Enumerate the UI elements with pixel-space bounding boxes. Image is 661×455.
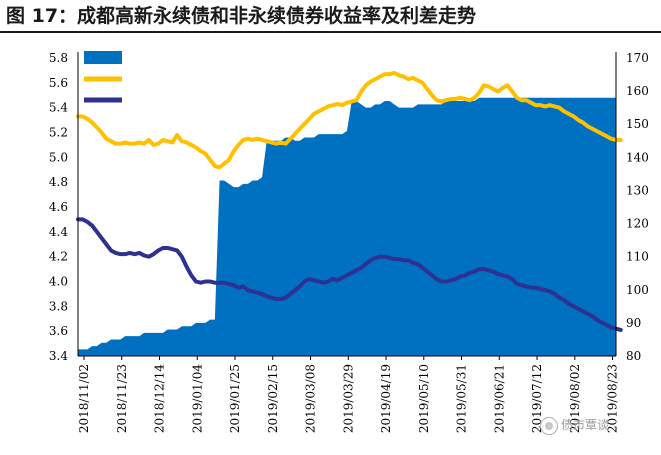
x-tick-label: 2019/05/31	[455, 364, 469, 433]
figure-title: 图 17：成都高新永续债和非永续债券收益率及利差走势	[6, 5, 477, 27]
wechat-badge-icon	[540, 416, 558, 435]
y-left-tick-label: 5.4	[49, 101, 68, 115]
title-divider	[0, 31, 661, 33]
x-tick-label: 2019/08/02	[568, 364, 582, 433]
series-spread-area	[78, 97, 616, 356]
x-tick-label: 2019/06/21	[492, 364, 506, 433]
y-left-tick-label: 5.0	[49, 150, 68, 164]
y-left-tick-label: 4.0	[49, 275, 68, 289]
y-left-tick-label: 3.6	[49, 324, 68, 338]
y-right-tick-label: 150	[626, 117, 649, 131]
series-line-2	[76, 217, 623, 332]
x-tick-label: 2019/03/29	[341, 364, 355, 433]
legend-label: 18成都高新MTN001(1.8614+3+N)	[127, 71, 334, 86]
y-right-tick-label: 170	[626, 51, 649, 65]
y-left-tick-label: 4.2	[49, 250, 68, 264]
y-left-tick-label: 3.4	[49, 349, 68, 363]
x-tick-label: 2019/03/08	[304, 364, 318, 433]
x-tick-label: 2019/01/25	[228, 364, 242, 433]
y-right-tick-label: 80	[626, 349, 641, 363]
x-tick-label: 2019/07/12	[530, 364, 544, 433]
x-tick-label: 2019/05/10	[417, 364, 431, 433]
y-right-tick-label: 120	[626, 217, 649, 231]
x-tick-label: 2018/12/14	[153, 364, 167, 434]
series-line-1	[76, 70, 623, 170]
x-tick-label: 2019/01/04	[190, 364, 204, 434]
x-tick-label: 2018/11/02	[77, 364, 91, 433]
legend-label: 18蓉高01(2.1205Y)	[127, 92, 241, 107]
legend-label: 利差(右轴,bp)	[127, 50, 204, 65]
y-left-tick-label: 3.8	[49, 299, 68, 313]
watermark-text: 债市覃谈	[561, 418, 610, 432]
y-left-tick-label: 4.6	[49, 200, 68, 214]
y-right-tick-label: 90	[626, 316, 641, 330]
y-right-tick-label: 130	[626, 183, 649, 197]
x-tick-label: 2019/08/23	[606, 364, 620, 433]
y-left-tick-label: 5.6	[49, 76, 68, 90]
x-tick-label: 2018/11/23	[115, 364, 129, 433]
legend-swatch-area	[84, 51, 122, 64]
watermark: 债市覃谈	[540, 416, 609, 435]
y-right-tick-label: 100	[626, 283, 649, 297]
y-right-tick-label: 110	[626, 250, 649, 264]
y-left-tick-label: 4.4	[49, 225, 68, 239]
x-tick-label: 2019/02/15	[266, 364, 280, 433]
plot-area	[76, 70, 623, 356]
y-left-tick-label: 4.8	[49, 175, 68, 189]
x-tick-label: 2019/04/19	[379, 364, 393, 433]
y-right-tick-label: 140	[626, 150, 649, 164]
y-right-tick-label: 160	[626, 84, 649, 98]
y-left-tick-label: 5.2	[49, 126, 68, 140]
legend: 利差(右轴,bp) 18成都高新MTN001(1.8614+3+N) 18蓉高01(…	[84, 50, 334, 107]
axes: 3.4 3.6 3.8 4.0 4.2 4.4 4.6 4.8 5.0 5.2 5.4 5.6 5.8 8…	[49, 51, 649, 433]
y-left-tick-label: 5.8	[49, 51, 68, 65]
